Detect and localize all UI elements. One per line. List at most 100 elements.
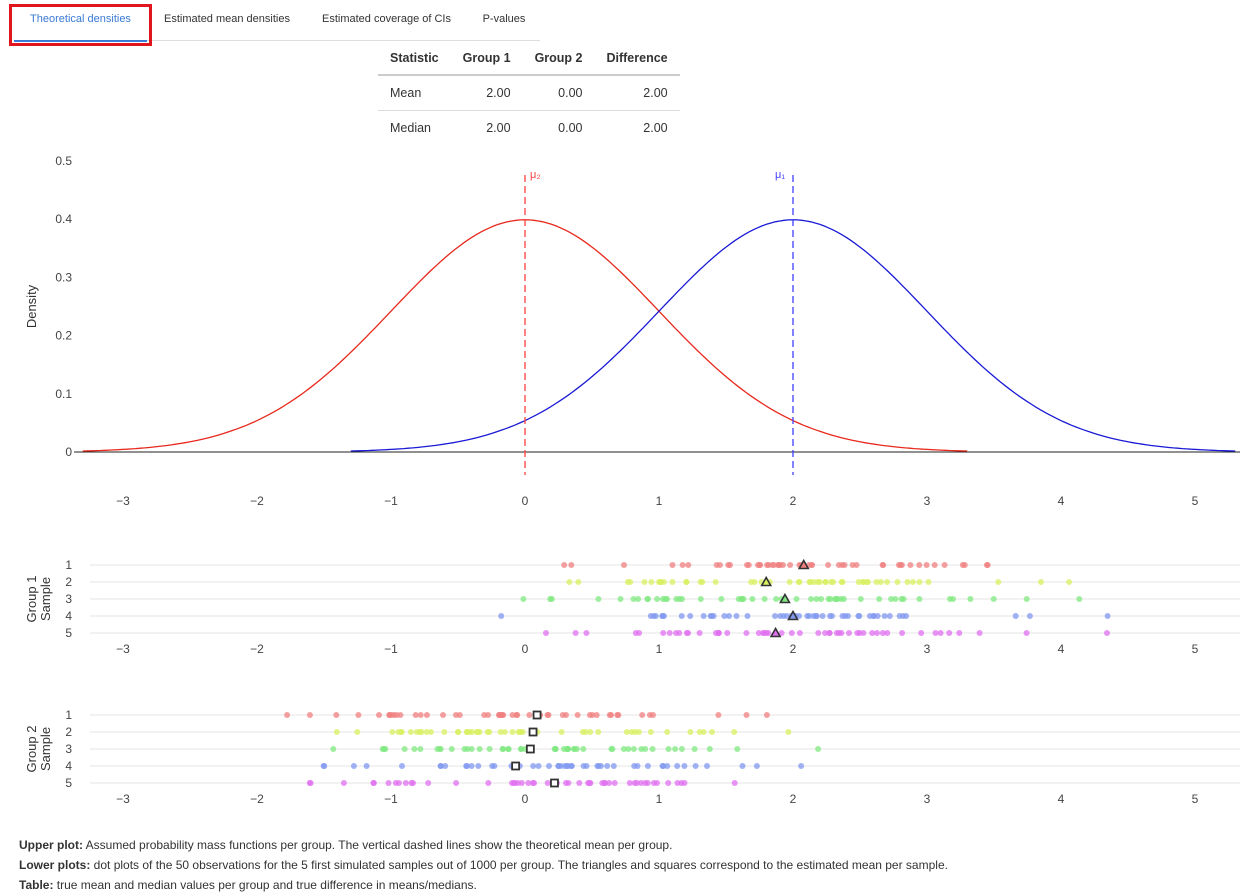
observation-dot [907,562,914,568]
observation-dot [306,712,313,718]
observation-dot [727,562,733,568]
tab-p-values[interactable]: P-values [482,13,526,25]
caption-label: Upper plot: [19,838,83,852]
observation-dot [574,712,581,718]
observation-dot [925,579,932,585]
sample-mean-triangle [779,592,791,604]
observation-dot [407,729,414,735]
observation-dot [739,763,746,769]
observation-dot [860,630,867,636]
observation-dot [866,613,873,619]
observation-dot [628,729,635,735]
observation-dot [573,746,580,752]
observation-dot [738,596,745,602]
observation-dot [606,780,613,786]
observation-dot [649,746,656,752]
observation-dot [552,746,559,752]
tab-bar: Theoretical densities Estimated mean den… [14,0,540,42]
table-cell: 0.00 [522,75,595,111]
observation-dot [486,746,493,752]
tab-theoretical-densities[interactable]: Theoretical densities [14,0,147,42]
table-row: Median 2.00 0.00 2.00 [378,111,680,146]
observation-dot [899,630,906,636]
x-tick-label: −1 [384,494,398,508]
y-tick-label: 0.3 [55,270,72,284]
tab-estimated-mean-densities[interactable]: Estimated mean densities [164,13,290,25]
tab-estimated-coverage[interactable]: Estimated coverage of CIs [321,13,451,25]
y-axis-label: Sample [38,577,53,621]
observation-dot [796,579,803,585]
observation-dot [644,596,651,602]
observation-dot [743,712,750,718]
observation-dot [700,613,707,619]
observation-dot [363,763,370,769]
observation-dot [580,746,587,752]
observation-dot [1012,613,1019,619]
observation-dot [692,763,699,769]
x-tick-label: 5 [1192,642,1199,656]
observation-dot [877,579,884,585]
x-tick-label: 3 [924,642,931,656]
observation-dot [647,729,654,735]
observation-dot [461,746,468,752]
observation-dot [756,562,763,568]
observation-dot [284,712,291,718]
sample-mean-square [511,761,521,771]
observation-dot [558,729,565,735]
y-axis-label: Group 1 [24,576,39,623]
observation-dot [956,630,963,636]
observation-dot [576,780,583,786]
observation-dot [530,763,537,769]
observation-dot [941,562,948,568]
observation-dot [780,613,787,619]
caption-label: Table: [19,878,54,892]
observation-dot [827,613,833,619]
mean-line-label: μ₁ [775,169,785,181]
observation-dot [566,579,573,585]
observation-dot [615,712,622,718]
observation-dot [1104,613,1111,619]
observation-dot [448,746,455,752]
observation-dot [395,729,402,735]
observation-dot [644,763,651,769]
observation-dot [665,746,672,752]
table-header-row: Statistic Group 1 Group 2 Difference [378,42,680,76]
observation-dot [650,712,656,718]
observation-dot [648,579,655,585]
observation-dot [813,596,820,602]
observation-dot [699,579,706,585]
y-axis-label: Group 2 [24,726,39,773]
y-tick-label: 0 [65,445,72,459]
observation-dot [595,729,602,735]
observation-dot [514,780,521,786]
observation-dot [386,712,393,718]
observation-dot [393,712,400,718]
observation-dot [808,562,815,568]
observation-dot [416,729,423,735]
caption-text: dot plots of the 50 observations for the… [90,858,948,872]
observation-dot [505,746,512,752]
observation-dot [760,630,767,636]
observation-dot [825,562,832,568]
observation-dot [484,729,491,735]
table-header: Statistic [378,42,451,76]
observation-dot [401,746,408,752]
observation-dot [846,630,852,636]
observation-dot [881,613,888,619]
observation-dot [563,780,569,786]
sample-tick-label: 5 [65,776,72,790]
observation-dot [818,596,825,602]
observation-dot [771,562,778,568]
observation-dot [437,746,444,752]
observation-dot [1026,613,1033,619]
observation-dot [815,746,822,752]
table-cell: Median [390,121,431,135]
sample-tick-label: 2 [65,575,72,589]
observation-dot [834,596,841,602]
x-tick-label: 0 [522,792,529,806]
observation-dot [819,613,826,619]
observation-dot [967,596,974,602]
x-tick-label: 0 [522,494,529,508]
observation-dot [1023,596,1030,602]
observation-dot [555,763,562,769]
